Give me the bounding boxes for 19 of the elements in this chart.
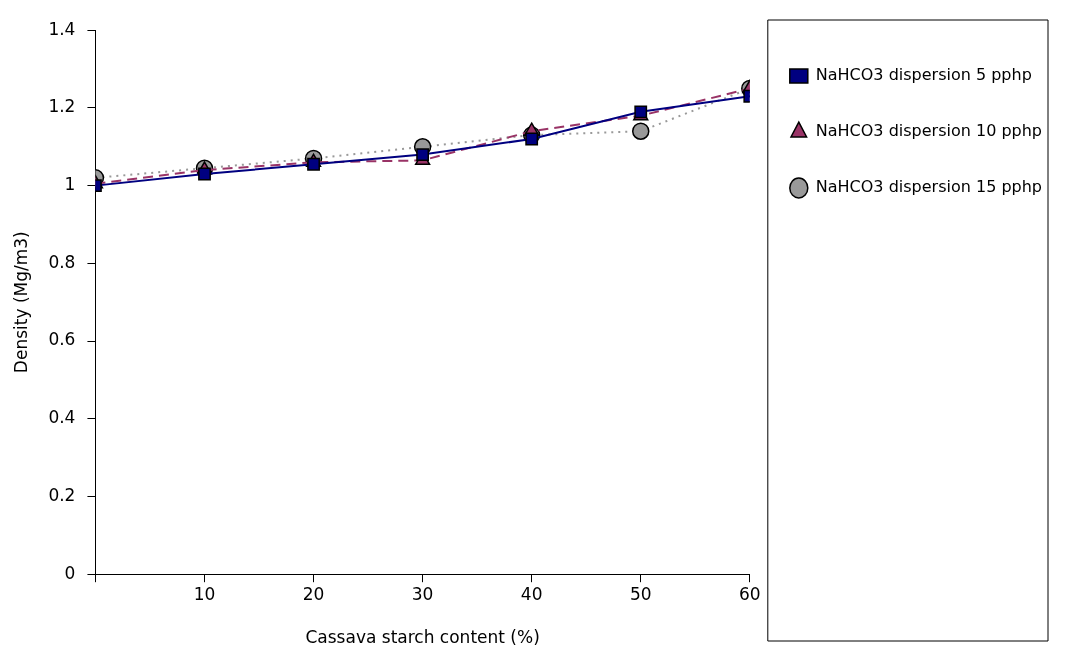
x-tick-label: 10 [193, 583, 216, 604]
x-tick-label: 30 [411, 583, 434, 604]
y-tick-label: 1.4 [48, 18, 76, 39]
y-tick-label: 0 [64, 562, 76, 583]
y-tick-label: 1.2 [48, 96, 76, 117]
x-tick-label: 60 [738, 583, 761, 604]
legend-label: NaHCO3 dispersion 5 pphp [815, 65, 1032, 85]
x-tick-label: 20 [302, 583, 325, 604]
y-tick-label: 0.2 [48, 484, 76, 505]
legend-label: NaHCO3 dispersion 15 pphp [815, 177, 1042, 197]
y-tick-label: 0.6 [48, 329, 76, 350]
x-tick-label: 50 [629, 583, 652, 604]
y-tick-label: 1 [64, 174, 76, 195]
y-axis-title: Density (Mg/m3) [10, 231, 31, 374]
x-tick-label: 40 [520, 583, 543, 604]
x-axis-title: Cassava starch content (%) [305, 627, 540, 648]
y-tick-label: 0.8 [48, 251, 76, 272]
y-tick-label: 0.4 [48, 407, 76, 428]
legend-label: NaHCO3 dispersion 10 pphp [815, 121, 1042, 141]
